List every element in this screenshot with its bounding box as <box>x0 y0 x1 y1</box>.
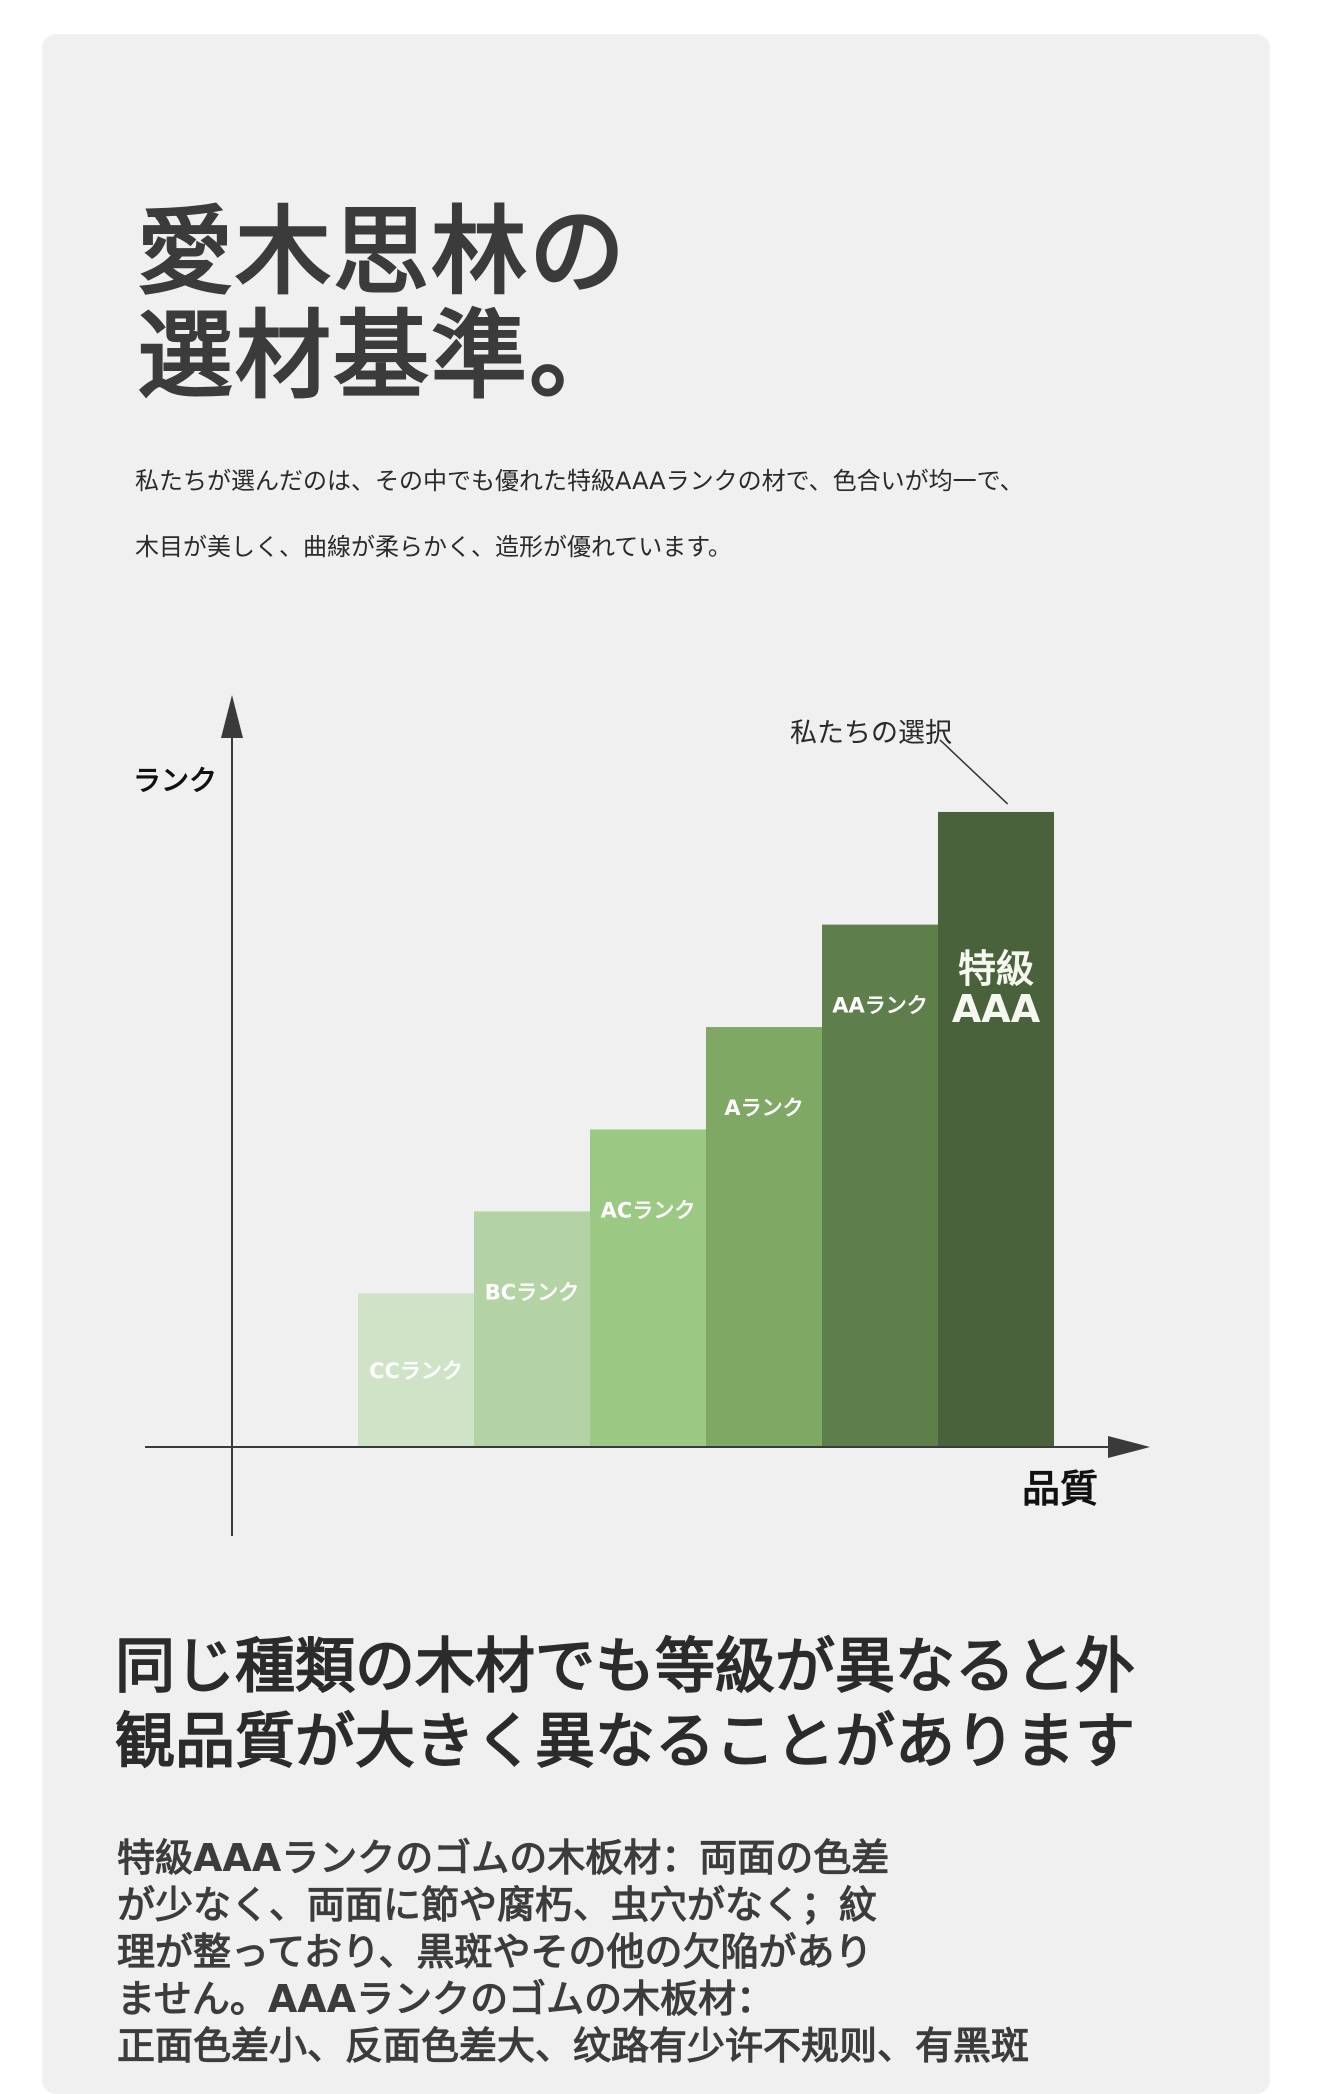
section-body-line-2: が少なく、両面に節や腐朽、虫穴がなく；紋 <box>117 1883 878 1927</box>
bar-label-6-part-2: AAA <box>952 987 1041 1031</box>
intro-line-2: 木目が美しく、曲線が柔らかく、造形が優れています。 <box>135 533 732 561</box>
bar-label-2: BCランク <box>485 1280 579 1304</box>
section-body-line-3: 理が整っており、黒斑やその他の欠陥があり <box>117 1930 873 1974</box>
bar-6 <box>938 811 1054 1447</box>
intro-text: 私たちが選んだのは、その中でも優れた特級AAAランクの材で、色合いが均一で、 木… <box>135 448 1135 580</box>
annotation-leader-line <box>939 739 1009 805</box>
page-title-line-2: 選材基準。 <box>137 300 627 412</box>
section-body-line-4: ません。AAAランクのゴムの木板材： <box>117 1977 775 2021</box>
bar-4 <box>706 1027 822 1447</box>
y-axis-label: ランク <box>133 764 217 797</box>
page-title: 愛木思林の 選材基準。 <box>137 200 627 408</box>
section-heading-line-2: 観品質が大きく異なることがあります <box>115 1707 1135 1777</box>
content-card <box>42 34 1270 2094</box>
section-body-line-1: 特級AAAランクのゴムの木板材：両面の色差 <box>117 1836 890 1880</box>
y-axis <box>221 695 243 1536</box>
bar-label-5: AAランク <box>832 994 928 1018</box>
bar-label-6-part-1: 特級 <box>958 947 1034 991</box>
section-heading: 同じ種類の木材でも等級が異なると外 観品質が大きく異なることがあります <box>115 1630 1225 1780</box>
bar-label-4: Aランク <box>724 1096 803 1120</box>
bar-5 <box>822 924 938 1447</box>
x-axis-arrow-icon <box>1108 1436 1150 1458</box>
bar-label-3: ACランク <box>601 1198 696 1222</box>
section-body: 特級AAAランクのゴムの木板材：両面の色差 が少なく、両面に節や腐朽、虫穴がなく… <box>117 1835 1030 2070</box>
annotation-label: 私たちの選択 <box>790 718 952 749</box>
section-heading-line-1: 同じ種類の木材でも等級が異なると外 <box>115 1632 1135 1702</box>
bar-3 <box>590 1129 706 1447</box>
x-axis <box>145 1436 1150 1458</box>
y-axis-arrow-icon <box>221 695 243 738</box>
bars-group: CCランク BCランク ACランク Aランク AAランク 特級AAA <box>358 811 1054 1447</box>
intro-line-1: 私たちが選んだのは、その中でも優れた特級AAAランクの材で、色合いが均一で、 <box>135 467 1024 495</box>
section-body-line-5: 正面色差小、反面色差大、纹路有少许不规则、有黑斑 <box>117 2024 1030 2068</box>
grade-bar-chart: CCランク BCランク ACランク Aランク AAランク 特級AAA ランク 品質 私たち… <box>133 695 1150 1536</box>
page-title-line-1: 愛木思林の <box>137 196 627 308</box>
bar-1 <box>358 1293 474 1447</box>
bar-2 <box>474 1211 590 1447</box>
bar-label-1: CCランク <box>369 1359 463 1383</box>
x-axis-label: 品質 <box>1022 1467 1098 1511</box>
